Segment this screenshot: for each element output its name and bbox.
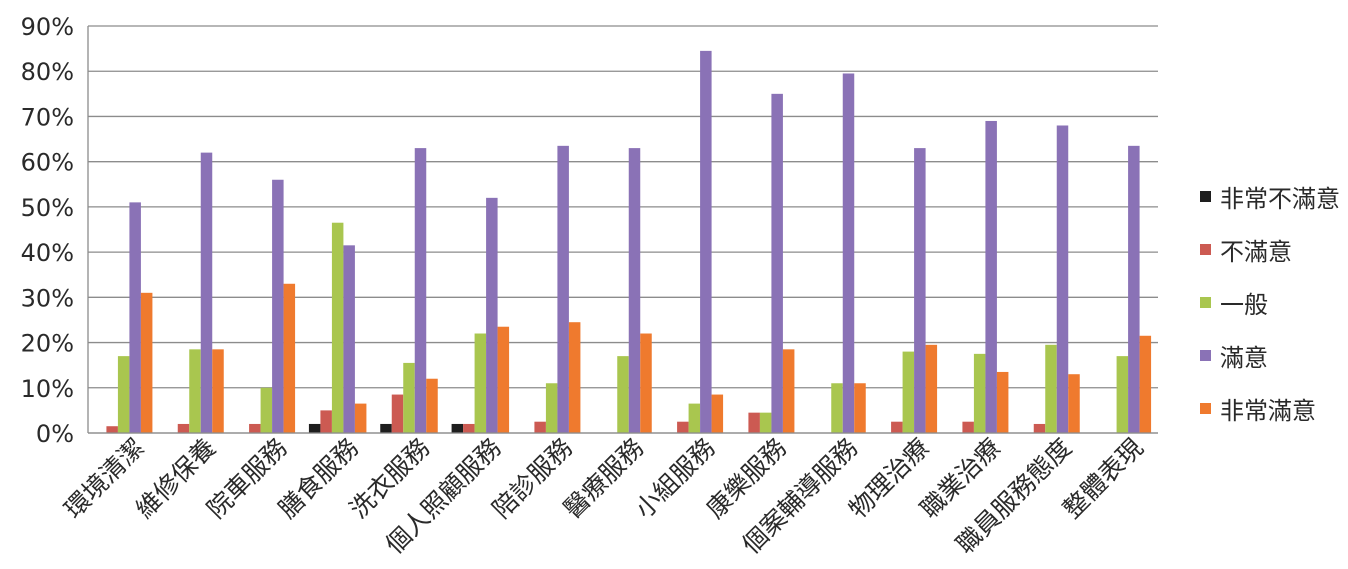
bar bbox=[557, 145, 569, 434]
bar bbox=[189, 349, 201, 433]
bar bbox=[308, 423, 321, 433]
x-tick-label: 整體表現 bbox=[1057, 433, 1148, 524]
bar bbox=[842, 73, 855, 433]
bar bbox=[486, 197, 498, 433]
legend-label: 非常滿意 bbox=[1220, 397, 1316, 425]
bar bbox=[782, 349, 795, 433]
legend-label: 滿意 bbox=[1220, 344, 1268, 372]
chart-legend: 非常不滿意不滿意一般滿意非常滿意 bbox=[1200, 170, 1340, 435]
bar bbox=[272, 179, 284, 433]
bar bbox=[343, 245, 355, 433]
bar bbox=[320, 410, 332, 433]
bar bbox=[117, 356, 130, 433]
legend-item: 滿意 bbox=[1200, 329, 1340, 382]
bar bbox=[771, 93, 783, 433]
legend-label: 一般 bbox=[1220, 291, 1268, 319]
bar bbox=[617, 356, 629, 433]
bar bbox=[545, 383, 558, 433]
bar bbox=[1128, 145, 1140, 434]
y-tick-label: 60% bbox=[21, 149, 74, 177]
bar bbox=[1056, 125, 1069, 433]
legend-swatch bbox=[1200, 350, 1211, 361]
bar bbox=[568, 322, 581, 433]
bar bbox=[677, 421, 689, 433]
legend-swatch bbox=[1200, 297, 1211, 308]
y-tick-label: 30% bbox=[21, 284, 74, 312]
bar bbox=[831, 383, 843, 433]
legend-item: 非常滿意 bbox=[1200, 382, 1340, 435]
y-tick-label: 20% bbox=[21, 330, 74, 358]
bar bbox=[628, 148, 641, 433]
legend-swatch bbox=[1200, 244, 1211, 255]
bar bbox=[1045, 344, 1057, 433]
bar bbox=[759, 412, 772, 433]
bar bbox=[1116, 356, 1129, 433]
y-tick-label: 50% bbox=[21, 194, 74, 222]
y-tick-label: 80% bbox=[21, 58, 74, 86]
bar bbox=[1068, 374, 1080, 433]
bar bbox=[962, 421, 974, 433]
bar bbox=[260, 387, 273, 433]
y-tick-label: 10% bbox=[21, 375, 74, 403]
bar bbox=[688, 403, 701, 433]
bar bbox=[249, 423, 261, 433]
bar bbox=[891, 421, 903, 433]
bar bbox=[463, 423, 475, 433]
legend-label: 不滿意 bbox=[1220, 238, 1292, 266]
bar bbox=[996, 371, 1009, 433]
bar bbox=[474, 333, 487, 433]
bar bbox=[414, 148, 427, 433]
legend-item: 非常不滿意 bbox=[1200, 170, 1340, 223]
bar bbox=[854, 383, 866, 433]
y-tick-label: 0% bbox=[36, 420, 74, 448]
bar bbox=[391, 394, 404, 433]
bar bbox=[177, 423, 190, 433]
bar bbox=[283, 283, 296, 433]
bar bbox=[711, 394, 724, 433]
bar bbox=[914, 148, 926, 433]
bar bbox=[106, 426, 118, 433]
y-tick-label: 40% bbox=[21, 239, 74, 267]
bar bbox=[534, 421, 546, 433]
bar bbox=[700, 50, 712, 433]
bar bbox=[140, 292, 153, 433]
legend-item: 一般 bbox=[1200, 276, 1340, 329]
y-tick-label: 70% bbox=[21, 103, 74, 131]
legend-item: 不滿意 bbox=[1200, 223, 1340, 276]
bar bbox=[200, 152, 213, 433]
bar bbox=[354, 403, 367, 433]
legend-swatch bbox=[1200, 191, 1211, 202]
bar bbox=[985, 120, 997, 433]
legend-label: 非常不滿意 bbox=[1220, 185, 1340, 213]
bar bbox=[925, 344, 938, 433]
y-tick-label: 90% bbox=[21, 13, 74, 41]
bar bbox=[748, 412, 760, 433]
bar bbox=[1139, 335, 1152, 433]
bar bbox=[640, 333, 652, 433]
bar bbox=[380, 423, 392, 433]
bar bbox=[331, 222, 344, 433]
bar bbox=[902, 351, 915, 433]
bar bbox=[1033, 423, 1046, 433]
bar bbox=[973, 353, 986, 433]
bar bbox=[451, 423, 464, 433]
bar bbox=[426, 378, 438, 433]
bar bbox=[497, 326, 510, 433]
bar bbox=[212, 349, 224, 433]
bar bbox=[403, 362, 415, 433]
bar bbox=[129, 202, 141, 433]
legend-swatch bbox=[1200, 403, 1211, 414]
